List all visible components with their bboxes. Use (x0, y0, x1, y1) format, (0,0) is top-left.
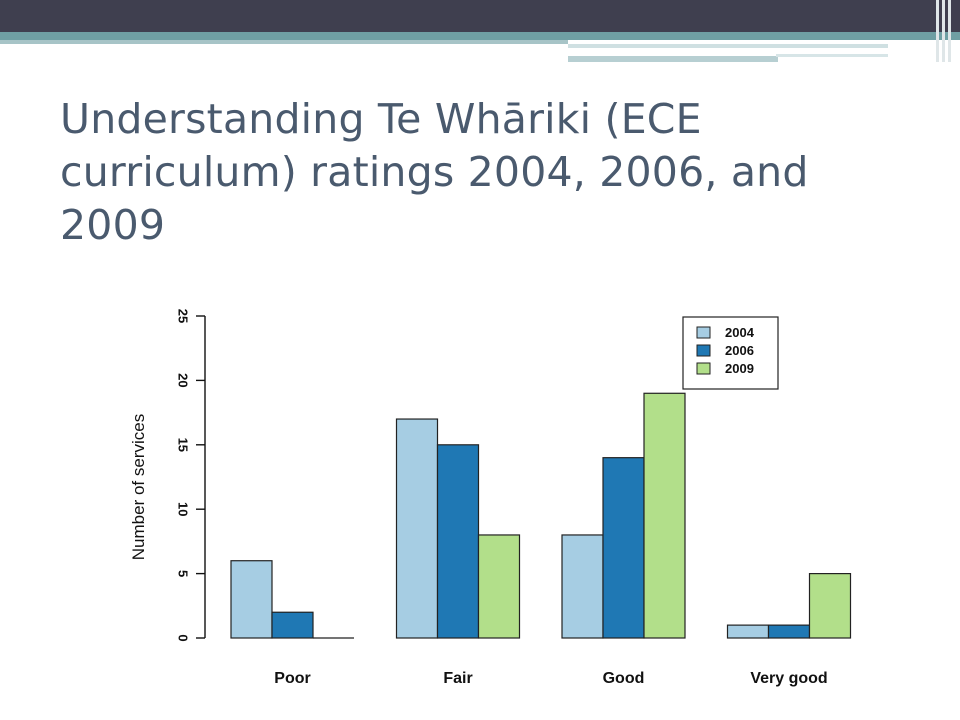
x-category-label: Good (603, 670, 645, 687)
bar-2009-good (643, 392, 686, 639)
legend-swatch-2006 (696, 344, 711, 357)
legend-label-2004: 2004 (725, 325, 755, 340)
bar-2004-poor (230, 560, 273, 639)
bar-2004-good (561, 534, 604, 639)
slide-title: Understanding Te Whāriki (ECE curriculum… (60, 95, 809, 249)
slide-accent-line (568, 44, 888, 48)
bar-2006-very-good (767, 624, 811, 639)
bar-2009-very-good (808, 573, 852, 639)
legend-swatch-2004 (696, 326, 711, 339)
bar-2004-very-good (726, 624, 770, 639)
bar-2006-good (602, 457, 645, 639)
x-category-label: Fair (443, 670, 472, 687)
bar-2006-fair (436, 444, 480, 639)
slide-edge-stripe (936, 0, 939, 62)
x-category-label: Very good (750, 670, 827, 687)
slide-accent-line (776, 54, 888, 57)
legend-label-2009: 2009 (725, 361, 754, 376)
y-tick-label: 0 (176, 634, 191, 641)
y-tick-label: 20 (176, 373, 191, 387)
bar-2006-poor (271, 611, 314, 639)
bar-chart: 0 5 10 15 20 25 Number of services Poor Fair Good… (129, 309, 852, 687)
legend-label-2006: 2006 (725, 343, 754, 358)
legend-swatch-2009 (696, 362, 711, 375)
y-tick-label: 25 (176, 309, 191, 323)
slide-top-bar (0, 0, 960, 32)
y-tick-label: 10 (176, 502, 191, 516)
slide-accent-band (0, 32, 960, 40)
y-tick-label: 5 (176, 570, 191, 577)
slide-edge-stripe (942, 0, 945, 62)
slide-accent-line (568, 56, 778, 62)
bar-2009-fair (477, 534, 521, 639)
slide-accent-line (0, 40, 568, 44)
y-axis-label: Number of services (129, 414, 148, 560)
bar-2004-fair (395, 418, 439, 639)
y-tick-label: 15 (176, 438, 191, 452)
x-category-label: Poor (274, 670, 310, 687)
slide-edge-stripe (948, 0, 951, 62)
